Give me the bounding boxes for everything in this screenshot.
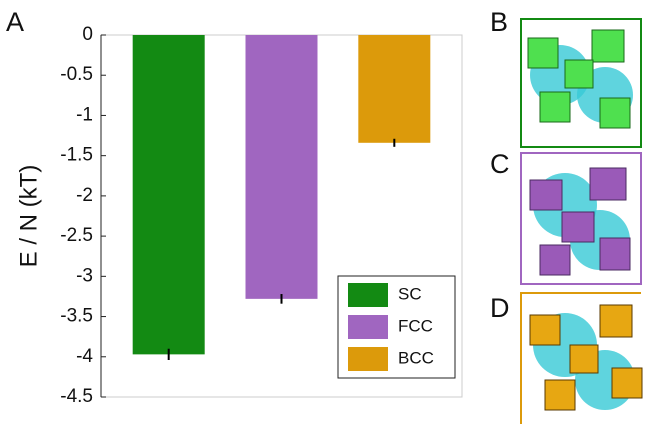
y-tick-label: -4.5 [60, 386, 93, 407]
bar [246, 35, 318, 299]
panel-label: B [490, 7, 508, 37]
y-tick-label: -0.5 [60, 64, 93, 85]
y-tick-label: -4 [76, 346, 93, 367]
legend-swatch [348, 315, 388, 339]
y-tick-label: -2 [76, 185, 93, 206]
y-tick-label: 0 [82, 24, 93, 45]
panel-label: D [490, 293, 510, 323]
legend-swatch [348, 283, 388, 307]
y-tick-label: -1 [76, 104, 93, 125]
page: A B C D E / N (kT) 0 -0.5 -1 -1.5 -2 -2.5 -3 -3… [0, 0, 652, 424]
y-tick-label: -3.5 [60, 306, 93, 327]
figure: A B C D E / N (kT) 0 -0.5 -1 -1.5 -2 -2.5 -3 -3… [0, 0, 652, 424]
legend-label: FCC [398, 316, 433, 335]
legend-swatch [348, 347, 388, 371]
y-tick-label: -2.5 [60, 225, 93, 246]
illustration-b [521, 19, 641, 147]
legend-label: BCC [398, 348, 434, 367]
illustration-c [521, 153, 641, 284]
y-tick-label: -3 [76, 265, 93, 286]
bar [358, 35, 430, 143]
panel-label: C [490, 149, 510, 179]
bar [133, 35, 205, 354]
panel-label: A [6, 7, 24, 37]
legend-label: SC [398, 284, 422, 303]
y-axis-label: E / N (kT) [15, 165, 42, 268]
illustration-d [521, 293, 642, 424]
y-tick-label: -1.5 [60, 145, 93, 166]
